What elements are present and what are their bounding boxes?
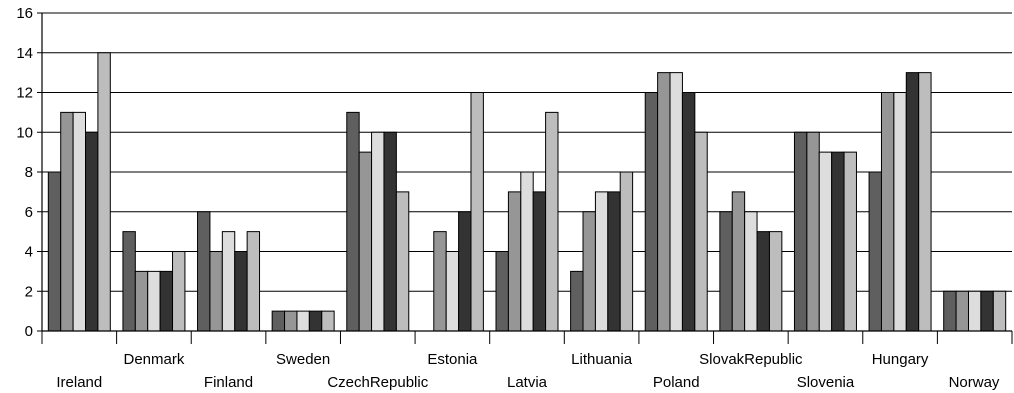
bar	[843, 151, 857, 332]
bar	[60, 111, 74, 332]
bar	[880, 92, 895, 332]
y-tick-labels: 0 2 4 6 8 10 12 14 16	[16, 5, 33, 340]
bar	[246, 231, 261, 332]
bar	[358, 151, 373, 332]
category-label: CzechRepublic	[327, 374, 428, 391]
bar	[445, 251, 460, 332]
bar	[657, 72, 671, 332]
bar	[172, 251, 186, 332]
axes	[37, 12, 1013, 344]
bar	[719, 211, 733, 332]
bar	[744, 211, 758, 332]
bar	[644, 92, 659, 332]
category-label: Finland	[204, 374, 253, 391]
bar	[943, 290, 957, 332]
bar	[831, 151, 845, 332]
y-tick-label: 12	[16, 85, 33, 102]
bar	[694, 131, 708, 332]
bar	[383, 131, 397, 332]
category-label: Hungary	[872, 351, 929, 368]
category-labels: Ireland Denmark Finland Sweden CzechRepublic…	[56, 351, 1000, 391]
category-label: Estonia	[427, 351, 478, 368]
bar	[793, 131, 808, 332]
bar	[209, 251, 223, 332]
bar	[221, 231, 236, 332]
bar	[980, 290, 994, 332]
category-label: Norway	[949, 374, 1000, 391]
y-tick-label: 10	[16, 124, 33, 141]
bar	[495, 251, 509, 332]
y-tick-label: 4	[25, 244, 33, 261]
bar	[85, 131, 99, 332]
y-tick-label: 16	[16, 5, 33, 22]
category-label: Lithuania	[571, 351, 633, 368]
bar	[607, 191, 621, 332]
bar	[818, 151, 833, 332]
bar	[669, 72, 683, 332]
y-tick-label: 0	[25, 323, 33, 340]
bar	[296, 310, 310, 332]
category-label: SlovakRepublic	[699, 351, 803, 368]
y-tick-label: 2	[25, 283, 33, 300]
y-tick-label: 6	[25, 204, 33, 221]
bar	[346, 111, 360, 332]
bar	[122, 231, 136, 332]
bar	[271, 310, 286, 332]
category-label: Poland	[653, 374, 700, 391]
bar	[619, 171, 634, 332]
category-label: Latvia	[507, 374, 548, 391]
bar	[905, 72, 920, 332]
bar	[532, 191, 547, 332]
bar	[893, 92, 907, 332]
bar	[545, 111, 559, 332]
y-tick-label: 14	[16, 45, 33, 62]
bar	[768, 231, 783, 332]
bar	[470, 92, 484, 332]
bar	[433, 231, 447, 332]
bar	[321, 310, 335, 332]
bar	[806, 131, 820, 332]
bar	[520, 171, 534, 332]
bar	[918, 72, 932, 332]
bar	[582, 211, 596, 332]
category-label: Denmark	[123, 351, 184, 368]
bar	[955, 290, 969, 332]
bar	[371, 131, 385, 332]
bar	[756, 231, 770, 332]
y-tick-label: 8	[25, 164, 33, 181]
bar	[507, 191, 522, 332]
category-label: Slovenia	[797, 374, 855, 391]
bar	[308, 310, 323, 332]
bar	[458, 211, 472, 332]
bar	[134, 270, 149, 332]
bar	[47, 171, 62, 332]
bar	[284, 310, 298, 332]
bar	[992, 290, 1007, 332]
category-label: Ireland	[56, 374, 102, 391]
bar	[72, 111, 87, 332]
category-label: Sweden	[276, 351, 330, 368]
bar	[147, 270, 161, 332]
bar	[197, 211, 211, 332]
bar	[234, 251, 248, 332]
bar	[967, 290, 982, 332]
bar	[159, 270, 174, 332]
bar	[594, 191, 609, 332]
bar	[97, 52, 111, 332]
bar	[570, 270, 584, 332]
bar	[681, 92, 696, 332]
bars	[47, 52, 1007, 332]
bar	[731, 191, 746, 332]
bar	[395, 191, 410, 332]
bar	[868, 171, 882, 332]
